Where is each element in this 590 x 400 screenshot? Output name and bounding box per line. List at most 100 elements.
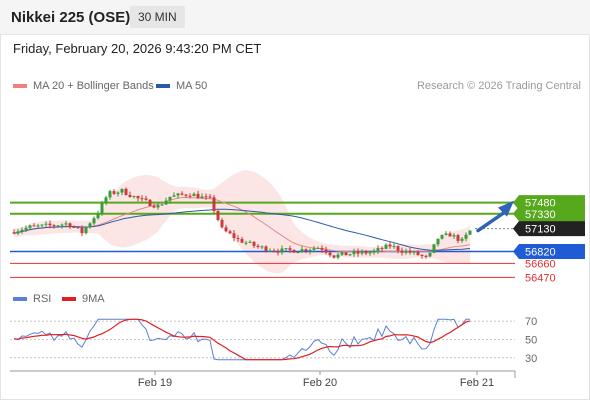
level-tag-57130: 57130 bbox=[513, 221, 585, 237]
candle-body-112 bbox=[460, 238, 464, 241]
candle-body-1 bbox=[16, 231, 20, 234]
legend-9ma: 9MA bbox=[62, 293, 105, 305]
candle-body-73 bbox=[304, 249, 308, 252]
candle-body-19 bbox=[88, 223, 92, 228]
candle-body-0 bbox=[12, 232, 16, 234]
candle-body-48 bbox=[204, 196, 208, 198]
candle-body-71 bbox=[296, 252, 300, 254]
candle-body-82 bbox=[340, 252, 344, 255]
candle-body-42 bbox=[180, 193, 184, 195]
candle-body-50 bbox=[212, 197, 216, 211]
candle-body-33 bbox=[144, 198, 148, 200]
candle-body-28 bbox=[124, 188, 128, 196]
candle-body-62 bbox=[260, 246, 264, 248]
candle-body-43 bbox=[184, 194, 188, 196]
candle-body-23 bbox=[104, 197, 108, 204]
candle-body-41 bbox=[176, 193, 180, 196]
candle-body-5 bbox=[32, 225, 36, 227]
candle-body-89 bbox=[368, 252, 372, 254]
candle-body-78 bbox=[324, 249, 328, 253]
candle-body-53 bbox=[224, 227, 228, 232]
candle-body-29 bbox=[128, 195, 132, 197]
candle-body-58 bbox=[244, 242, 248, 244]
level-tag-text-56820: 56820 bbox=[525, 247, 556, 259]
candle-body-88 bbox=[364, 251, 368, 254]
rsi-tick-70: 70 bbox=[525, 316, 537, 328]
candle-body-6 bbox=[36, 225, 40, 227]
candle-body-60 bbox=[252, 241, 256, 246]
candle-body-100 bbox=[412, 251, 416, 253]
candle-body-24 bbox=[108, 191, 112, 198]
candle-body-76 bbox=[316, 247, 320, 249]
candle-body-30 bbox=[132, 196, 136, 198]
candle-body-64 bbox=[268, 250, 272, 252]
forecast-arrow-head bbox=[498, 200, 514, 217]
candle-body-18 bbox=[84, 227, 88, 234]
candle-body-25 bbox=[112, 191, 116, 194]
candle-body-96 bbox=[396, 246, 400, 251]
candle-body-2 bbox=[20, 229, 24, 232]
candle-body-52 bbox=[220, 219, 224, 228]
candles-group bbox=[12, 187, 472, 260]
candle-body-10 bbox=[52, 225, 56, 227]
level-tag-bg-57130 bbox=[513, 221, 585, 237]
timeframe-button[interactable]: 30 MIN bbox=[130, 6, 185, 28]
candle-body-113 bbox=[464, 234, 468, 239]
rsi-tick-50: 50 bbox=[525, 335, 537, 347]
candle-body-75 bbox=[312, 248, 316, 250]
candle-body-15 bbox=[72, 226, 76, 228]
candle-body-39 bbox=[168, 196, 172, 201]
legend-rsi: RSI bbox=[13, 293, 51, 305]
candle-body-7 bbox=[40, 224, 44, 226]
candle-body-83 bbox=[344, 252, 348, 256]
candle-body-44 bbox=[188, 195, 192, 197]
candle-body-20 bbox=[92, 218, 96, 224]
candle-body-94 bbox=[388, 244, 392, 247]
candle-body-36 bbox=[156, 205, 160, 208]
candle-body-93 bbox=[384, 244, 388, 249]
candle-body-59 bbox=[248, 241, 252, 243]
candle-body-70 bbox=[292, 249, 296, 253]
candle-body-69 bbox=[288, 248, 292, 250]
candle-body-108 bbox=[444, 233, 448, 235]
candle-body-66 bbox=[276, 251, 280, 253]
bollinger-band bbox=[14, 170, 470, 274]
level-tag-bg-57330 bbox=[513, 206, 585, 222]
legend-rsi-swatch bbox=[13, 297, 27, 301]
candle-body-45 bbox=[192, 193, 196, 197]
candle-body-51 bbox=[216, 210, 220, 220]
candle-body-57 bbox=[240, 238, 244, 243]
level-tag-56820: 56820 bbox=[513, 244, 585, 260]
candle-body-114 bbox=[468, 230, 472, 235]
credit-text: Research © 2026 Trading Central bbox=[416, 80, 581, 92]
candle-body-104 bbox=[428, 252, 432, 257]
candle-body-14 bbox=[68, 223, 72, 227]
candle-body-99 bbox=[408, 250, 412, 253]
candle-body-110 bbox=[452, 235, 456, 237]
instrument-title: Nikkei 225 (OSE) bbox=[11, 9, 131, 26]
candle-body-65 bbox=[272, 250, 276, 252]
rsi-tick-30: 30 bbox=[525, 353, 537, 365]
candle-body-86 bbox=[356, 251, 360, 254]
candle-body-16 bbox=[76, 227, 80, 229]
candle-body-13 bbox=[64, 223, 68, 225]
candle-body-31 bbox=[136, 196, 140, 199]
chart-datetime: Friday, February 20, 2026 9:43:20 PM CET bbox=[13, 41, 262, 56]
candle-body-97 bbox=[400, 250, 404, 253]
chart-header: Nikkei 225 (OSE) 30 MIN bbox=[0, 0, 590, 35]
x-tick-label-0: Feb 19 bbox=[138, 377, 172, 389]
candle-body-46 bbox=[196, 193, 200, 199]
candle-body-3 bbox=[24, 227, 28, 230]
candle-body-17 bbox=[80, 227, 84, 234]
candle-body-40 bbox=[172, 195, 176, 197]
candle-body-105 bbox=[432, 244, 436, 253]
candle-body-91 bbox=[376, 248, 380, 251]
candle-body-54 bbox=[228, 231, 232, 234]
candle-body-102 bbox=[420, 254, 424, 256]
legend-ma50: MA 50 bbox=[156, 80, 207, 92]
candle-body-49 bbox=[208, 196, 212, 198]
legend-9ma-swatch bbox=[62, 297, 76, 301]
candle-body-27 bbox=[120, 188, 124, 193]
candle-body-98 bbox=[404, 250, 408, 253]
candle-body-22 bbox=[100, 203, 104, 214]
